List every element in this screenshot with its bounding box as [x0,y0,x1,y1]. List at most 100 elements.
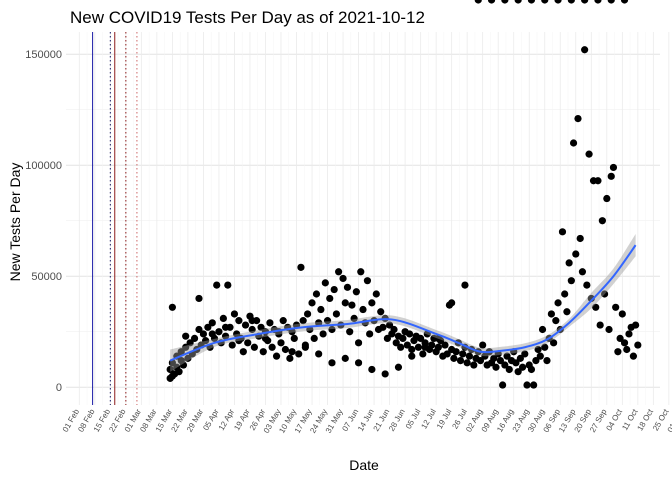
data-point [620,0,629,4]
data-point [195,294,203,303]
data-point [230,310,239,318]
data-point [354,339,363,347]
data-point [335,268,343,276]
trend-line-path [169,244,637,362]
data-point [463,359,471,367]
data-point [481,352,489,360]
data-point [219,314,227,323]
data-point [354,359,363,367]
data-point [452,348,460,356]
data-point [166,365,174,374]
data-point [530,381,538,389]
data-point [228,341,236,349]
data-point [350,314,358,323]
data-point [383,334,391,342]
data-point [213,281,221,289]
data-point [461,281,469,289]
data-point [377,308,385,316]
data-point [612,303,620,311]
data-point [503,352,511,360]
data-point [221,323,230,331]
y-tick-label: 100000 [25,160,62,172]
data-point [208,330,216,338]
data-point [523,381,531,389]
data-point [614,348,622,356]
data-point [536,352,544,360]
data-point [532,356,540,365]
data-point [277,339,285,347]
data-point [372,290,380,298]
data-point [583,281,591,289]
data-point [592,303,600,311]
data-point [315,319,323,327]
data-point [607,172,615,180]
data-point [474,0,482,4]
data-point [208,319,216,327]
data-point [490,354,498,362]
reference-lines [92,32,138,405]
data-point [554,0,562,4]
data-point [297,263,305,271]
data-point [408,345,416,354]
data-point [594,0,602,4]
y-tick-label: 0 [56,382,62,394]
data-point [303,310,312,318]
data-point [290,334,298,342]
data-point [379,323,387,331]
data-point [272,352,281,360]
data-point [600,290,609,298]
data-point [368,299,376,307]
data-point [625,330,633,338]
data-point [456,356,465,365]
data-point [399,334,407,342]
data-point [567,0,575,4]
data-point [301,343,309,351]
data-point [332,310,341,318]
data-point [623,345,631,354]
data-point [346,328,354,336]
data-point [204,323,212,331]
data-point [299,317,307,325]
data-point [514,0,522,4]
x-axis-label: Date [349,457,379,473]
data-point [543,356,551,365]
data-point [215,328,223,336]
data-point [518,363,527,371]
data-point [390,325,398,334]
data-point [348,301,356,309]
data-point [326,294,334,303]
data-point [565,259,573,267]
data-point [179,361,188,369]
data-point [414,343,423,351]
data-point [501,0,509,4]
data-point [596,321,604,329]
data-point [328,359,336,367]
data-point [195,325,203,334]
data-point [343,283,352,291]
data-point [550,339,558,347]
data-point [321,279,329,287]
data-point [257,323,265,331]
data-point [190,334,199,342]
data-point [479,341,487,349]
y-tick-label: 150000 [25,49,62,61]
data-point [450,354,458,362]
data-point [598,217,606,225]
data-point [235,337,243,345]
gridlines [66,32,670,405]
data-point [339,274,347,283]
data-point [581,0,589,4]
data-point [541,0,549,4]
data-point [616,334,624,342]
data-point [261,334,270,342]
data-point [308,299,316,307]
data-point [408,352,416,360]
data-point [605,325,613,334]
data-point [241,321,250,329]
data-point [295,350,303,358]
data-point [248,317,256,325]
data-point [224,281,232,289]
data-point [366,330,374,338]
data-point [357,268,365,276]
data-point [186,339,194,347]
